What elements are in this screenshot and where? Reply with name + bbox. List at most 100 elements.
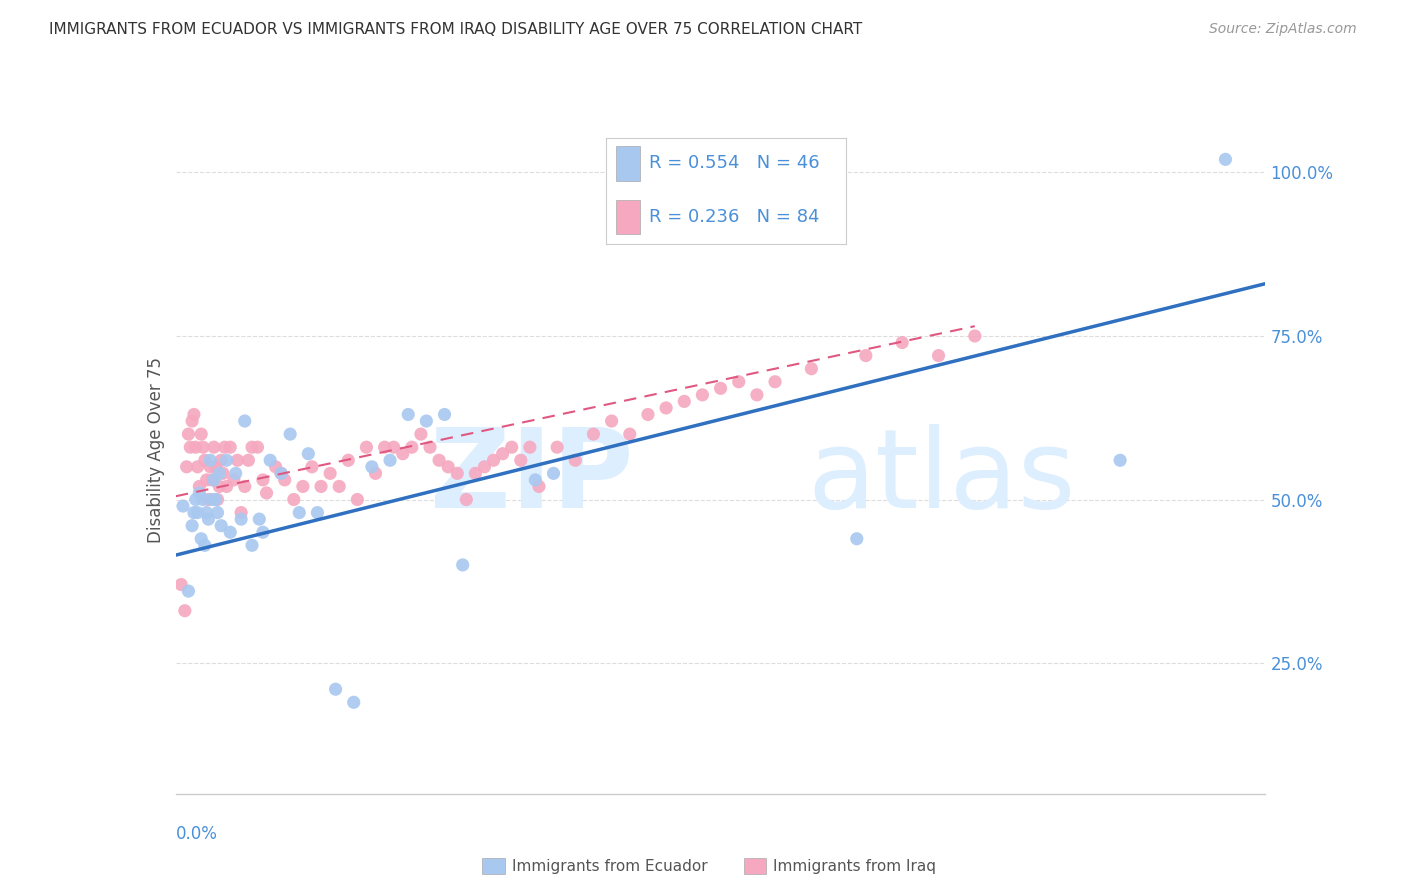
Point <box>546 440 568 454</box>
Point <box>710 381 733 395</box>
Bar <box>616 146 640 180</box>
Point <box>378 453 401 467</box>
Point <box>278 427 301 442</box>
Point <box>240 538 263 552</box>
Point <box>337 453 360 467</box>
Point <box>396 408 419 422</box>
Text: Source: ZipAtlas.com: Source: ZipAtlas.com <box>1209 22 1357 37</box>
Point <box>209 518 232 533</box>
Point <box>177 427 200 442</box>
Point <box>692 388 714 402</box>
Point <box>519 440 541 454</box>
Point <box>673 394 696 409</box>
Point <box>524 473 547 487</box>
Point <box>446 467 468 481</box>
Point <box>501 440 523 454</box>
Point <box>202 473 225 487</box>
Point <box>173 604 195 618</box>
Point <box>382 440 405 454</box>
Point <box>963 329 986 343</box>
Point <box>274 473 297 487</box>
Point <box>208 479 231 493</box>
Point <box>208 467 231 481</box>
Point <box>225 467 247 481</box>
Text: atlas: atlas <box>807 425 1076 532</box>
Point <box>246 440 269 454</box>
Point <box>637 408 659 422</box>
Point <box>492 447 515 461</box>
Point <box>364 467 387 481</box>
Point <box>259 453 281 467</box>
Point <box>291 479 314 493</box>
Point <box>197 492 219 507</box>
Point <box>319 467 342 481</box>
Bar <box>616 200 640 234</box>
Point <box>176 459 198 474</box>
Point <box>256 486 278 500</box>
Point <box>219 525 242 540</box>
Point <box>197 512 219 526</box>
Point <box>195 473 218 487</box>
Point <box>191 440 214 454</box>
Point <box>231 512 253 526</box>
Point <box>456 492 478 507</box>
Point <box>177 584 200 599</box>
Point <box>170 577 193 591</box>
Point <box>433 408 456 422</box>
Point <box>328 479 350 493</box>
Point <box>309 479 332 493</box>
Point <box>188 486 211 500</box>
Point <box>195 506 218 520</box>
Point <box>543 467 565 481</box>
Point <box>179 440 201 454</box>
Point <box>186 506 209 520</box>
Point <box>209 453 232 467</box>
Point <box>222 473 245 487</box>
Point <box>427 453 450 467</box>
Point <box>264 459 287 474</box>
Text: ZIP: ZIP <box>430 425 633 532</box>
Point <box>181 518 204 533</box>
Point <box>356 440 378 454</box>
Point <box>464 467 486 481</box>
Bar <box>744 858 766 874</box>
Point <box>231 506 253 520</box>
Point <box>212 467 235 481</box>
Point <box>201 492 224 507</box>
Point <box>374 440 396 454</box>
Point <box>527 479 550 493</box>
Point <box>451 558 474 572</box>
Point <box>891 335 914 350</box>
Point <box>619 427 641 442</box>
Y-axis label: Disability Age Over 75: Disability Age Over 75 <box>146 358 165 543</box>
Point <box>215 479 238 493</box>
Point <box>247 512 270 526</box>
Point <box>343 695 366 709</box>
Point <box>183 506 205 520</box>
Point <box>763 375 786 389</box>
Point <box>297 447 319 461</box>
Point <box>240 440 263 454</box>
Point <box>409 427 432 442</box>
Text: R = 0.236   N = 84: R = 0.236 N = 84 <box>650 208 820 226</box>
Point <box>727 375 749 389</box>
Point <box>325 682 347 697</box>
Point <box>184 492 207 507</box>
Point <box>288 506 311 520</box>
Point <box>1215 153 1237 167</box>
Point <box>509 453 531 467</box>
Point <box>183 408 205 422</box>
Text: R = 0.554   N = 46: R = 0.554 N = 46 <box>650 154 820 172</box>
Point <box>928 349 950 363</box>
Point <box>301 459 323 474</box>
Bar <box>482 858 505 874</box>
Point <box>270 467 292 481</box>
Point <box>283 492 305 507</box>
Point <box>800 361 823 376</box>
Point <box>191 492 214 507</box>
Point <box>855 349 877 363</box>
Point <box>214 440 236 454</box>
Point <box>219 440 242 454</box>
Point <box>474 459 496 474</box>
Point <box>307 506 329 520</box>
